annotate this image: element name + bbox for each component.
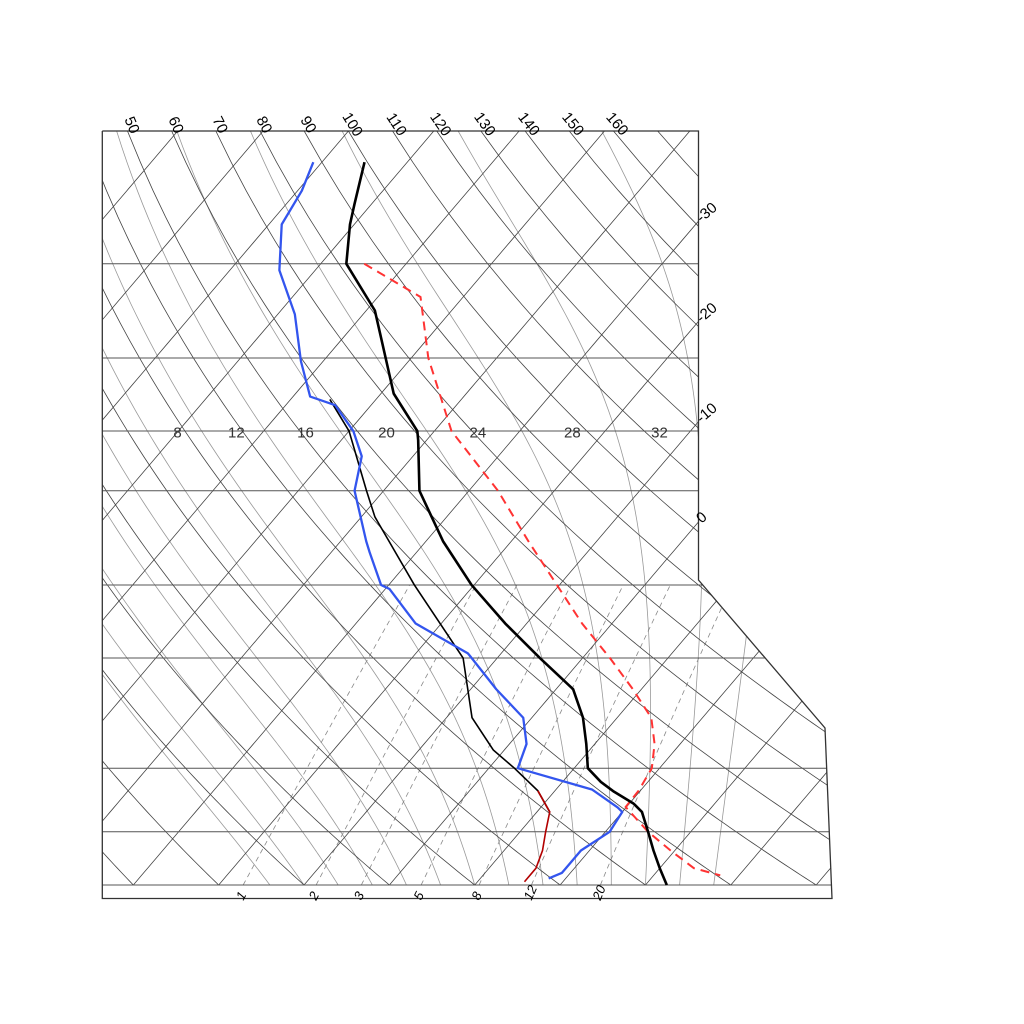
svg-text:8: 8 (173, 425, 181, 442)
svg-text:20: 20 (378, 425, 395, 442)
svg-text:12: 12 (228, 425, 245, 442)
svg-text:28: 28 (564, 425, 581, 442)
svg-text:32: 32 (651, 425, 668, 442)
svg-text:24: 24 (470, 425, 487, 442)
svg-text:16: 16 (297, 425, 314, 442)
